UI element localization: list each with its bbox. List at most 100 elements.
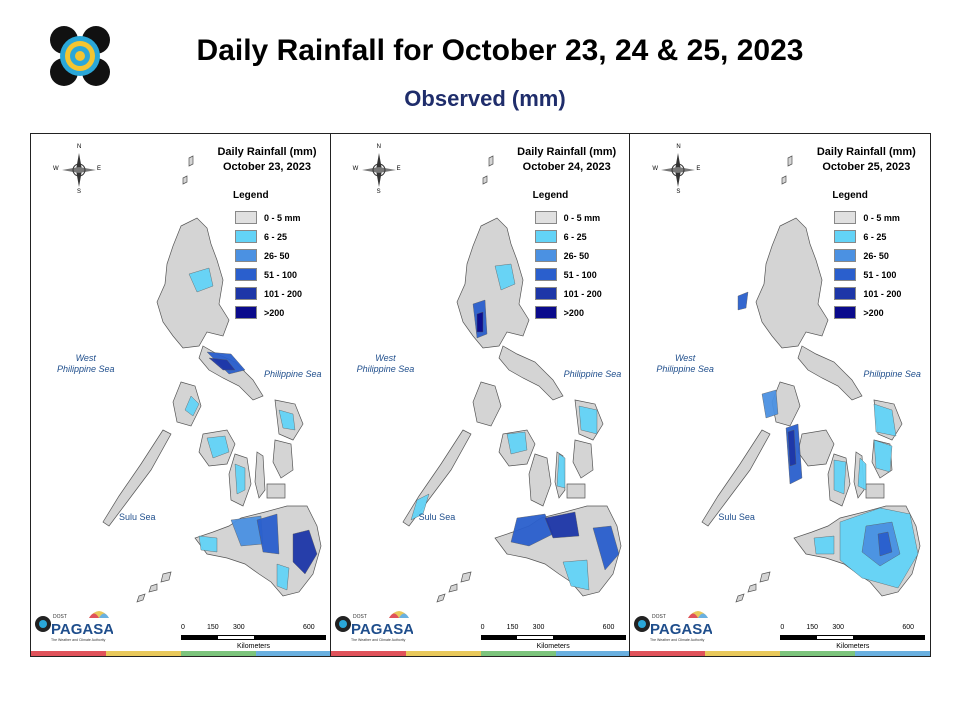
scale-tick-label: 0 — [780, 624, 785, 631]
leyte-island — [272, 439, 294, 479]
scale-tick-label: 150 — [506, 624, 519, 631]
negros-island — [528, 453, 552, 507]
rainfall-area — [206, 435, 230, 459]
svg-text:DOST: DOST — [53, 614, 67, 620]
legend-title: Legend — [532, 190, 569, 201]
legend: 0 - 5 mm 6 - 25 26- 50 51 - 100 101 - 200 >20… — [235, 208, 302, 322]
compass-e: E — [396, 166, 401, 172]
map-panel-oct-23: N S E W Daily Rainfall (mm) October 23, … — [31, 134, 331, 656]
scale-tick-label: 300 — [233, 624, 245, 631]
legend-item: 101 - 200 — [235, 284, 302, 303]
scale-unit: Kilometers — [836, 643, 870, 650]
legend-swatch — [235, 306, 257, 319]
rainfall-area — [592, 525, 619, 571]
batanes-islands — [482, 155, 494, 185]
rainfall-area — [878, 531, 893, 557]
compass-n: N — [376, 144, 382, 150]
rainfall-area — [814, 535, 835, 555]
map-heading: Daily Rainfall (mm) — [517, 146, 617, 158]
scale-tick-label: 0 — [480, 624, 485, 631]
pagasa-logo: DOST PAGASA The Weather and Climate Author… — [33, 604, 114, 646]
scale-bar: 0 150 300 600 Kilometers — [181, 624, 326, 650]
compass-s: S — [77, 189, 82, 195]
compass-rose-icon: N S E W — [652, 144, 700, 195]
rainfall-area — [874, 439, 893, 473]
scale-tick-label: 150 — [806, 624, 819, 631]
rainfall-area — [278, 409, 296, 431]
legend-item: >200 — [534, 303, 602, 322]
sulu-sea-label: Sulu Sea — [718, 512, 755, 522]
panay-island — [797, 429, 835, 467]
rainfall-area — [198, 535, 218, 553]
rainfall-area — [494, 263, 515, 291]
scale-tick-label: 600 — [902, 624, 915, 631]
page-title: Daily Rainfall for October 23, 24 & 25, … — [196, 34, 804, 67]
legend-swatch — [235, 230, 257, 243]
map-title: Daily Rainfall (mm) October 25, 2023 — [806, 145, 926, 175]
legend-item: 0 - 5 mm — [834, 208, 901, 227]
color-stripe — [330, 651, 630, 656]
compass-rose-icon: N S E W — [353, 144, 401, 195]
legend-label: 26- 50 — [563, 250, 590, 261]
svg-text:The Weather and Climate Author: The Weather and Climate Authority — [650, 638, 705, 642]
rainfall-area — [476, 311, 483, 333]
rainfall-area — [834, 459, 847, 495]
map-panel-oct-25: N S E W Daily Rainfall (mm) October 25, … — [630, 134, 931, 656]
rainfall-area — [276, 563, 290, 591]
rainfall-area — [762, 389, 779, 419]
map-date: October 25, 2023 — [822, 161, 911, 173]
legend-label: 101 - 200 — [563, 288, 602, 299]
scale-tick-label: 150 — [207, 624, 219, 631]
legend-item: 51 - 100 — [235, 265, 302, 284]
compass-w: W — [53, 166, 59, 172]
batanes-islands — [182, 155, 194, 185]
cebu-island — [254, 451, 266, 499]
stripe-segment — [705, 651, 781, 656]
map-panel-oct-24: N S E W Daily Rainfall (mm) October 24, … — [330, 134, 631, 656]
stripe-segment — [555, 651, 630, 656]
rainfall-area — [858, 457, 867, 491]
legend-title: Legend — [233, 190, 269, 201]
legend-label: 101 - 200 — [264, 288, 303, 299]
scale-unit: Kilometers — [536, 643, 570, 650]
bicol-peninsula — [797, 345, 863, 401]
sulu-islands — [136, 571, 172, 603]
legend-label: >200 — [264, 307, 285, 318]
color-stripe — [31, 651, 330, 656]
scale-unit: Kilometers — [236, 643, 271, 650]
pagasa-logo: DOST PAGASA The Weather and Climate Author… — [333, 604, 414, 646]
svg-text:PAGASA: PAGASA — [51, 621, 113, 638]
map-title: Daily Rainfall (mm) October 23, 2023 — [207, 145, 327, 175]
legend-item: 0 - 5 mm — [534, 208, 602, 227]
stripe-segment — [106, 651, 181, 656]
compass-w: W — [352, 166, 359, 172]
stripe-segment — [780, 651, 856, 656]
legend-swatch — [534, 211, 557, 224]
stripe-segment — [181, 651, 256, 656]
rainfall-area — [234, 463, 246, 495]
west-philippine-sea-label: West Philippine Sea — [57, 353, 115, 374]
legend-label: >200 — [563, 307, 584, 318]
legend-label: 26- 50 — [863, 250, 889, 261]
legend-swatch — [534, 306, 557, 319]
legend-item: >200 — [235, 303, 302, 322]
compass-n: N — [77, 144, 82, 150]
legend-item: 0 - 5 mm — [235, 208, 302, 227]
scale-tick-label: 300 — [832, 624, 845, 631]
rainfall-area — [544, 511, 579, 539]
legend-swatch — [834, 268, 857, 281]
legend-label: 26- 50 — [264, 250, 290, 261]
rainfall-map-oct-24 — [402, 155, 622, 603]
rainfall-area — [578, 405, 597, 435]
batanes-islands — [781, 155, 793, 185]
compass-n: N — [676, 144, 681, 150]
rainfall-area — [208, 357, 236, 371]
legend-swatch — [834, 306, 857, 319]
bohol-island — [566, 483, 586, 499]
compass-e: E — [97, 166, 102, 172]
legend-item: 51 - 100 — [534, 265, 602, 284]
legend-label: 6 - 25 — [563, 231, 587, 242]
svg-text:DOST: DOST — [652, 614, 666, 620]
luzon-island — [456, 217, 530, 349]
scale-tick-label: 600 — [303, 624, 315, 631]
